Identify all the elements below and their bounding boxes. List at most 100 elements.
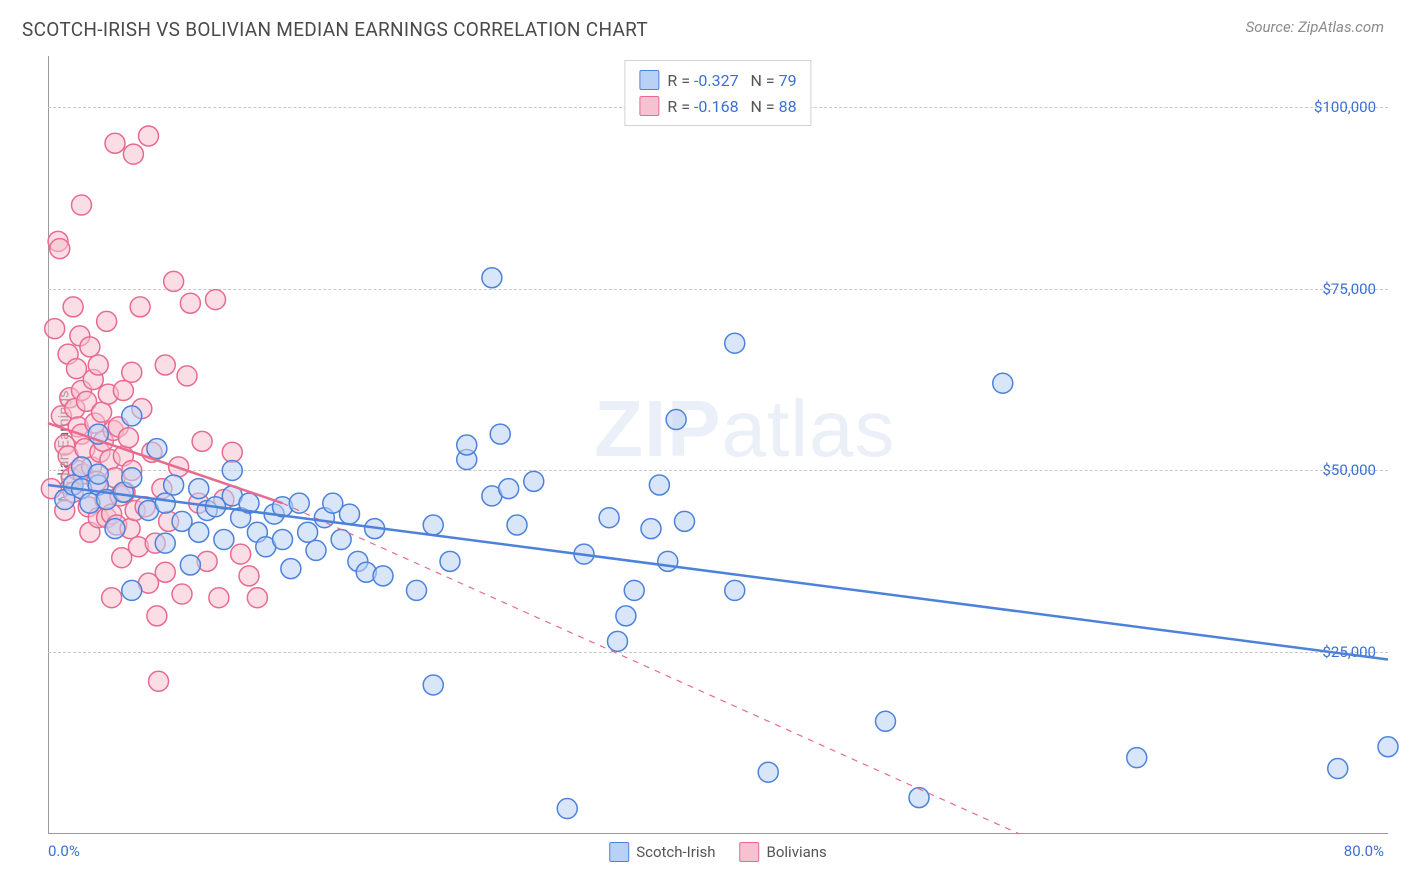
data-point <box>616 606 636 626</box>
data-point <box>599 508 619 528</box>
data-point <box>192 431 212 451</box>
data-point <box>102 588 122 608</box>
data-point <box>206 290 226 310</box>
data-point <box>1328 759 1348 779</box>
data-point <box>507 515 527 535</box>
data-point <box>209 588 229 608</box>
data-point <box>499 479 519 499</box>
data-point <box>758 762 778 782</box>
data-point <box>273 530 293 550</box>
data-point <box>524 471 544 491</box>
data-point <box>139 126 159 146</box>
chart-source: Source: ZipAtlas.com <box>1246 18 1384 36</box>
data-point <box>189 522 209 542</box>
data-point <box>281 559 301 579</box>
legend-swatch <box>740 842 760 862</box>
scatter-svg <box>48 56 1388 834</box>
chart-title: SCOTCH-IRISH VS BOLIVIAN MEDIAN EARNINGS… <box>22 18 648 41</box>
data-point <box>557 799 577 819</box>
data-point <box>155 533 175 553</box>
data-point <box>423 515 443 535</box>
data-point <box>155 562 175 582</box>
data-point <box>130 297 150 317</box>
series-legend-item: Scotch-Irish <box>609 842 715 862</box>
correlation-legend: R = -0.327 N = 79 R = -0.168 N = 88 <box>624 60 811 126</box>
legend-row: R = -0.327 N = 79 <box>639 67 796 93</box>
legend-row: R = -0.168 N = 88 <box>639 93 796 119</box>
data-point <box>482 268 502 288</box>
data-point <box>239 566 259 586</box>
data-point <box>725 580 745 600</box>
data-point <box>608 631 628 651</box>
legend-swatch <box>639 96 659 116</box>
data-point <box>675 511 695 531</box>
data-point <box>214 530 234 550</box>
data-point <box>876 711 896 731</box>
data-point <box>189 479 209 499</box>
legend-label: Scotch-Irish <box>636 843 715 861</box>
plot-area: $25,000$50,000$75,000$100,000 ZIPatlas R… <box>48 56 1388 834</box>
series-legend: Scotch-Irish Bolivians <box>609 842 827 862</box>
data-point <box>490 424 510 444</box>
data-point <box>45 319 65 339</box>
data-point <box>649 475 669 495</box>
data-point <box>641 519 661 539</box>
data-point <box>164 271 184 291</box>
data-point <box>97 311 117 331</box>
data-point <box>725 333 745 353</box>
data-point <box>247 588 267 608</box>
data-point <box>457 435 477 455</box>
data-point <box>155 493 175 513</box>
x-max-label: 80.0% <box>1344 842 1384 860</box>
data-point <box>122 468 142 488</box>
data-point <box>340 504 360 524</box>
data-point <box>666 410 686 430</box>
data-point <box>177 366 197 386</box>
data-point <box>164 475 184 495</box>
data-point <box>80 337 100 357</box>
data-point <box>118 428 138 448</box>
data-point <box>180 293 200 313</box>
data-point <box>50 239 70 259</box>
data-point <box>658 551 678 571</box>
data-point <box>147 606 167 626</box>
data-point <box>122 362 142 382</box>
legend-swatch <box>609 842 629 862</box>
data-point <box>231 544 251 564</box>
data-point <box>155 355 175 375</box>
data-point <box>63 297 83 317</box>
data-point <box>105 133 125 153</box>
regression-line <box>283 503 1020 834</box>
data-point <box>222 442 242 462</box>
data-point <box>105 519 125 539</box>
data-point <box>122 580 142 600</box>
x-min-label: 0.0% <box>48 842 80 860</box>
data-point <box>993 373 1013 393</box>
data-point <box>407 580 427 600</box>
data-point <box>1127 748 1147 768</box>
data-point <box>440 551 460 571</box>
data-point <box>180 555 200 575</box>
data-point <box>149 671 169 691</box>
data-point <box>306 540 326 560</box>
legend-swatch <box>639 70 659 90</box>
data-point <box>92 402 112 422</box>
data-point <box>122 406 142 426</box>
data-point <box>113 380 133 400</box>
data-point <box>289 493 309 513</box>
data-point <box>72 195 92 215</box>
data-point <box>423 675 443 695</box>
data-point <box>331 530 351 550</box>
data-point <box>1378 737 1398 757</box>
data-point <box>909 788 929 808</box>
data-point <box>373 566 393 586</box>
data-point <box>88 464 108 484</box>
data-point <box>624 580 644 600</box>
data-point <box>123 144 143 164</box>
data-point <box>147 439 167 459</box>
data-point <box>88 355 108 375</box>
legend-text: R = -0.168 N = 88 <box>667 97 796 116</box>
data-point <box>298 522 318 542</box>
series-legend-item: Bolivians <box>740 842 827 862</box>
legend-text: R = -0.327 N = 79 <box>667 71 796 90</box>
